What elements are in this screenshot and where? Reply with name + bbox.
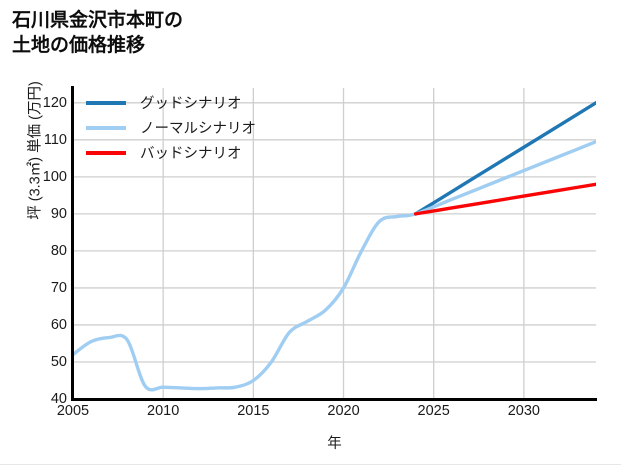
y-tick-label: 40 — [50, 391, 67, 407]
y-tick-label: 80 — [50, 242, 67, 259]
y-axis-tick-labels: 40 50 60 70 80 90 100 110 120 — [0, 0, 67, 465]
y-axis-spine — [71, 86, 74, 401]
legend-item[interactable]: グッドシナリオ — [86, 90, 301, 115]
x-tick-label: 2015 — [237, 403, 270, 419]
y-tick-label: 50 — [50, 353, 67, 370]
plot-area — [73, 88, 596, 399]
y-tick-label: 90 — [50, 205, 67, 222]
x-axis-spine — [71, 398, 597, 401]
y-tick-label: 120 — [42, 94, 67, 111]
x-tick-label: 2005 — [56, 403, 90, 419]
chart-canvas — [73, 88, 596, 399]
x-axis-title: 年 — [327, 436, 342, 452]
legend-item-label: グッドシナリオ — [140, 96, 242, 112]
legend-item[interactable]: バッドシナリオ — [86, 140, 301, 165]
series-lines — [73, 101, 596, 392]
gridlines — [73, 88, 596, 399]
x-tick-label: 2025 — [417, 403, 450, 419]
legend-item[interactable]: ノーマルシナリオ — [86, 115, 301, 140]
x-tick-label: 2020 — [327, 403, 360, 419]
y-tick-label: 60 — [50, 316, 67, 333]
legend-item-label: バッドシナリオ — [140, 146, 242, 162]
legend-color-swatch — [86, 100, 126, 105]
chart-legend: グッドシナリオ ノーマルシナリオ バッドシナリオ — [86, 90, 301, 165]
y-tick-label: 70 — [50, 279, 67, 296]
series-line — [73, 139, 596, 392]
y-tick-label: 100 — [42, 168, 67, 185]
series-line — [413, 101, 596, 216]
legend-color-swatch — [86, 125, 126, 130]
legend-color-swatch — [86, 150, 126, 155]
x-tick-label: 2030 — [507, 403, 540, 419]
legend-item-label: ノーマルシナリオ — [140, 121, 256, 137]
x-tick-label: 2010 — [147, 403, 180, 419]
chart-title: 石川県金沢市本町の 土地の価格推移 — [12, 10, 184, 57]
series-line — [413, 182, 596, 216]
y-tick-label: 110 — [43, 131, 67, 148]
